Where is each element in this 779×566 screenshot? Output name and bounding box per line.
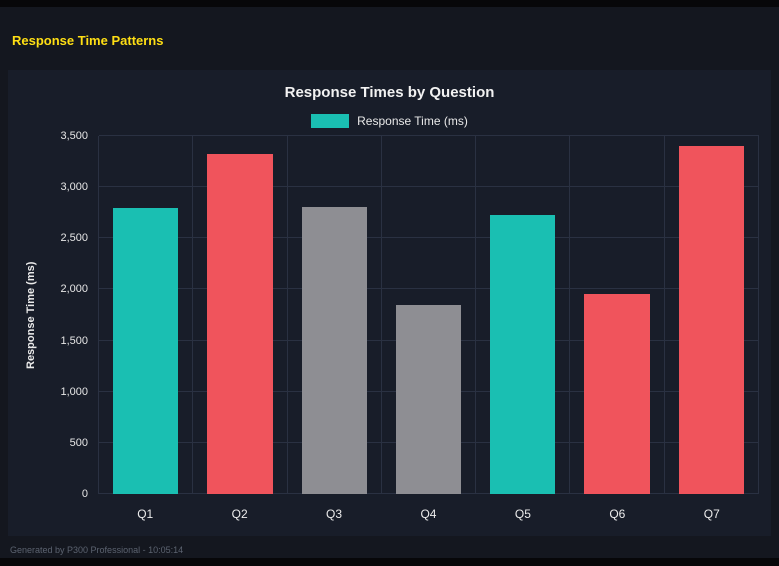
y-tick-label: 2,500 xyxy=(60,232,88,245)
plot-columns xyxy=(99,136,759,494)
x-tick-label-q4: Q4 xyxy=(420,507,437,521)
top-border-strip xyxy=(0,0,779,7)
y-axis-ticks: 0 500 1,000 1,500 2,000 2,500 3,000 3,500 xyxy=(42,130,98,500)
y-tick-label: 1,000 xyxy=(60,385,88,398)
x-tick-label-q3: Q3 xyxy=(326,507,343,521)
category-column-q6 xyxy=(570,136,665,494)
bar-q4[interactable] xyxy=(395,304,462,494)
y-tick-label: 2,000 xyxy=(60,283,88,296)
chart-title: Response Times by Question xyxy=(284,84,495,101)
y-tick-label: 0 xyxy=(81,488,88,500)
x-tick-label-q2: Q2 xyxy=(231,507,248,521)
y-tick-label: 500 xyxy=(69,436,88,449)
category-column-q7 xyxy=(665,136,759,494)
chart-card: Response Times by Question Response Time… xyxy=(8,70,771,536)
x-tick-label-q5: Q5 xyxy=(514,507,531,521)
bar-q5[interactable] xyxy=(490,214,556,494)
y-tick-label: 3,000 xyxy=(60,181,88,194)
x-axis-labels: Q1 Q2 Q3 Q4 Q5 Q6 Q7 xyxy=(98,494,759,530)
x-tick-label-q1: Q1 xyxy=(137,507,154,521)
bar-q1[interactable] xyxy=(112,207,179,494)
chart-body: Response Time (ms) 0 500 1,000 1,500 2,000 2,… xyxy=(20,130,759,530)
x-tick-label-q7: Q7 xyxy=(703,507,720,521)
category-column-q2 xyxy=(193,136,288,494)
category-column-q3 xyxy=(288,136,382,494)
bar-q3[interactable] xyxy=(301,206,367,494)
h-gridline xyxy=(99,288,759,290)
bar-q7[interactable] xyxy=(678,146,744,494)
y-tick-label: 1,500 xyxy=(60,334,88,347)
footer-status-text: Generated by P300 Professional - 10:05:1… xyxy=(10,545,184,555)
h-gridline xyxy=(99,135,759,136)
legend-swatch xyxy=(311,114,350,128)
y-tick-label: 3,500 xyxy=(60,130,88,142)
bottom-border-strip xyxy=(0,558,779,566)
category-column-q4 xyxy=(382,136,477,494)
bar-q6[interactable] xyxy=(584,293,650,494)
category-column-q5 xyxy=(476,136,571,494)
h-gridline xyxy=(99,186,759,188)
plot-area xyxy=(98,135,759,494)
bar-q2[interactable] xyxy=(207,154,273,494)
category-column-q1 xyxy=(99,136,194,494)
legend-item-response-time[interactable]: Response Time (ms) xyxy=(20,114,759,128)
x-tick-label-q6: Q6 xyxy=(609,507,626,521)
legend-label: Response Time (ms) xyxy=(357,114,468,128)
page-title: Response Time Patterns xyxy=(12,33,164,48)
y-axis-title: Response Time (ms) xyxy=(25,261,37,369)
h-gridline xyxy=(99,237,759,239)
